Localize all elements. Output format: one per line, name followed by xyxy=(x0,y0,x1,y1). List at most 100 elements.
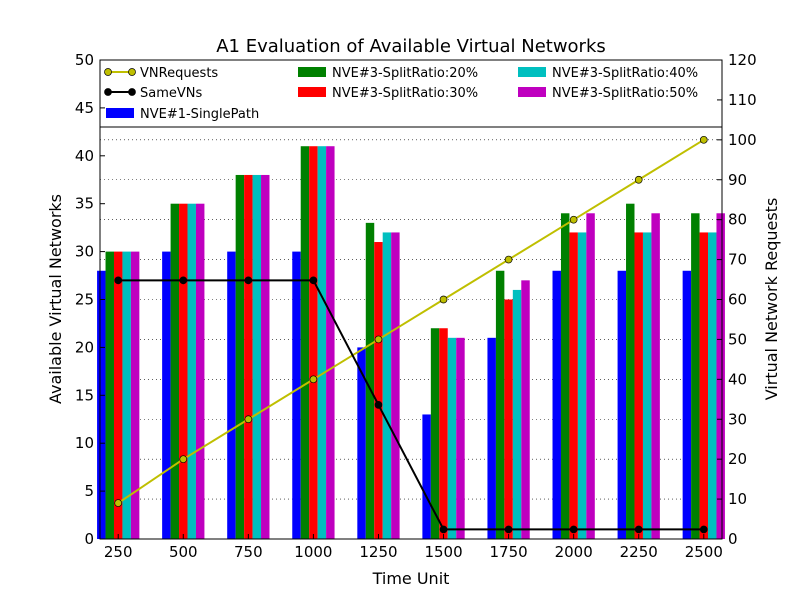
series-point xyxy=(504,525,513,534)
y-tick-label: 45 xyxy=(75,99,94,117)
legend-label: VNRequests xyxy=(140,66,218,81)
y2-tick-label: 0 xyxy=(728,530,738,548)
bar xyxy=(179,203,188,539)
series-line xyxy=(117,138,705,504)
series-point xyxy=(569,525,578,534)
legend-marker xyxy=(128,88,136,96)
x-tick-label: 1500 xyxy=(424,543,462,561)
bar xyxy=(651,213,660,539)
legend-bar-swatch xyxy=(518,87,546,97)
bar xyxy=(422,414,431,539)
bar xyxy=(487,337,496,539)
bar xyxy=(456,337,465,539)
x-tick-label: 2500 xyxy=(685,543,723,561)
y2-tick-label: 110 xyxy=(728,91,757,109)
bar xyxy=(317,146,327,539)
x-tick-label: 1750 xyxy=(490,543,528,561)
chart-title: A1 Evaluation of Available Virtual Netwo… xyxy=(216,36,606,57)
y2-tick-label: 20 xyxy=(728,450,747,468)
y2-tick-label: 120 xyxy=(728,51,757,69)
bar xyxy=(512,289,522,539)
series-point xyxy=(114,276,123,285)
bars-layer xyxy=(97,146,725,540)
y2-tick-label: 90 xyxy=(728,171,747,189)
y-tick-label: 10 xyxy=(75,434,94,452)
x-tick-label: 250 xyxy=(104,543,133,561)
bar xyxy=(495,270,505,539)
bar xyxy=(365,222,375,540)
x-tick-label: 750 xyxy=(234,543,263,561)
bar xyxy=(252,174,262,539)
y-tick-label: 35 xyxy=(75,195,94,213)
bar xyxy=(504,299,513,539)
legend-label: NVE#1-SinglePath xyxy=(140,107,259,122)
lines-layer xyxy=(114,135,708,534)
legend-bar-swatch xyxy=(518,67,546,77)
series-point xyxy=(699,525,708,534)
bar xyxy=(430,328,440,539)
bar xyxy=(577,232,587,539)
y-tick-label: 40 xyxy=(75,147,94,165)
bar xyxy=(227,251,236,539)
y-tick-label: 25 xyxy=(75,291,94,309)
legend-bar-swatch xyxy=(106,108,134,118)
bar xyxy=(708,232,717,539)
bar xyxy=(682,270,692,539)
bar xyxy=(235,174,245,539)
y-tick-label: 15 xyxy=(75,386,94,404)
series-point xyxy=(504,255,513,264)
bar xyxy=(626,203,635,539)
y-tick-label: 30 xyxy=(75,243,94,261)
bar xyxy=(586,213,595,539)
series-point xyxy=(699,135,708,144)
y-tick-label: 50 xyxy=(75,51,94,69)
bar xyxy=(309,146,318,539)
bar xyxy=(130,251,140,539)
y2-tick-label: 60 xyxy=(728,291,747,309)
x-axis-label: Time Unit xyxy=(372,569,450,588)
y2-tick-label: 50 xyxy=(728,330,747,348)
bar xyxy=(716,213,725,539)
bar xyxy=(187,203,196,539)
legend-marker xyxy=(128,68,136,76)
bar xyxy=(560,213,570,539)
legend-label: NVE#3-SplitRatio:40% xyxy=(552,66,698,81)
bar xyxy=(326,146,335,539)
series-point xyxy=(439,525,448,534)
y2-tick-label: 30 xyxy=(728,410,747,428)
y2-tick-label: 10 xyxy=(728,490,747,508)
series-point xyxy=(309,276,318,285)
bar xyxy=(569,232,578,539)
series-point xyxy=(179,455,188,464)
bar xyxy=(552,270,561,539)
y2-axis-label: Virtual Network Requests xyxy=(762,198,781,401)
series-line xyxy=(118,279,704,531)
y-tick-label: 5 xyxy=(84,482,94,500)
legend-box xyxy=(99,59,723,128)
series-point xyxy=(244,276,253,285)
series-point xyxy=(179,276,188,285)
bar xyxy=(170,203,180,539)
ticks-layer: 0510152025303540455001020304050607080901… xyxy=(75,51,757,561)
x-tick-label: 2250 xyxy=(620,543,658,561)
bar xyxy=(261,174,270,539)
bar xyxy=(699,232,709,539)
bar xyxy=(521,280,530,539)
series-point xyxy=(439,295,448,304)
legend-label: NVE#3-SplitRatio:30% xyxy=(332,86,478,101)
legend-bar-swatch xyxy=(298,67,326,77)
legend-marker xyxy=(104,88,112,96)
bar xyxy=(195,203,205,539)
bar xyxy=(374,242,383,539)
x-tick-label: 500 xyxy=(169,543,198,561)
bar xyxy=(105,251,114,539)
bar xyxy=(642,232,652,539)
bar xyxy=(617,270,627,539)
bar xyxy=(300,146,310,539)
x-tick-label: 1000 xyxy=(294,543,332,561)
y-tick-label: 0 xyxy=(84,530,94,548)
legend-bar-swatch xyxy=(298,87,326,97)
bar xyxy=(447,337,457,539)
y2-tick-label: 40 xyxy=(728,370,747,388)
